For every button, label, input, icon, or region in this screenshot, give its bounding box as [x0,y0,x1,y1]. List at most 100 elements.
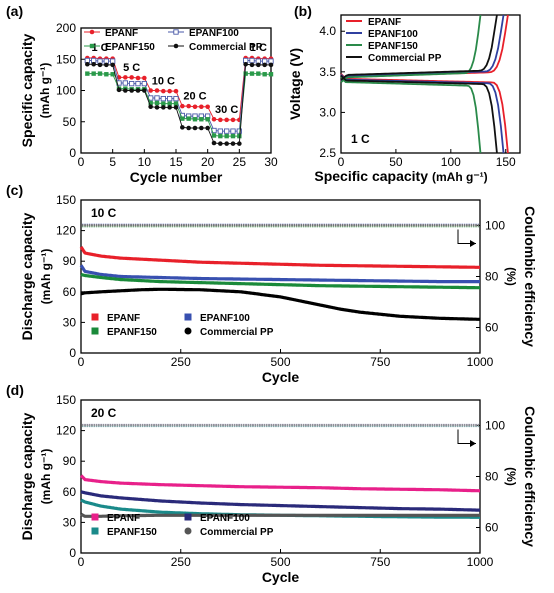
panel-a-point [167,95,173,102]
panel-a-legend-label: EPANF100 [189,28,239,39]
panel-a-point [173,95,179,102]
panel-c-ylabel-unit: (mAh g⁻¹) [39,249,53,305]
panel-label-b: (b) [294,3,312,19]
panel-b-xtick-label: 50 [389,155,403,169]
panel-c-ytick-label: 0 [69,346,76,360]
panel-a-point [161,88,166,94]
panel-d-legend-label: EPANF150 [107,527,157,538]
panel-a-ytick-label: 100 [56,84,76,98]
panel-a-point [97,62,103,68]
panel-a-point [249,57,255,64]
panel-a-point [268,62,274,68]
panel-a-point [167,101,172,106]
panel-a-point [116,87,122,93]
panel-d-legend-marker [91,527,99,535]
panel-c-capacity-series-0 [79,246,481,269]
panel-a-point [129,88,134,93]
panel-a-rate-label: 30 C [215,104,238,116]
panel-a-legend-marker [89,43,95,49]
panel-d-ylabel: Discharge capacity [19,412,35,540]
panel-a-point [192,117,198,122]
panel-c-y2tick-label: 60 [485,321,499,335]
panel-d-axis-arrow [457,429,476,444]
panel-d-y2label: Coulombic efficiency [522,406,538,547]
panel-d-ytick-label: 30 [63,515,77,529]
panel-a-point [123,75,128,80]
panel-a-point [205,117,210,122]
panel-a-point [148,100,153,106]
panel-d-xtick-label: 250 [171,555,191,569]
panel-d-legend-marker [184,527,192,535]
panel-d-axis-arrowhead [470,440,476,447]
panel-a-point [123,88,128,93]
panel-c-ytick-label: 30 [63,315,77,329]
panel-d-ylabel-unit: (mAh g⁻¹) [39,449,53,505]
panel-c-ylabel: Discharge capacity [19,212,35,340]
panel-a-point [192,125,198,131]
panel-d-ytick-label: 0 [69,546,76,560]
panel-a-point [256,71,261,76]
panel-a-point [85,71,90,76]
panel-a-point [148,104,153,110]
panel-d-legend-marker [91,513,99,521]
panel-a-point [186,103,191,109]
panel-a-point [262,72,267,77]
panel-d-capacity-series-0 [79,474,481,493]
panel-d-xtick-label: 500 [270,555,290,569]
panel-a-ytick-label: 0 [69,146,76,160]
panel-b-ylabel: Voltage (V) [287,48,303,120]
panel-a-point [211,116,217,122]
panel-b-discharge-curve-2 [340,76,482,154]
panel-a-point [161,101,166,106]
panel-label-d: (d) [6,382,24,398]
panel-c-axis-arrowhead [470,240,476,247]
panel-a-point [161,105,166,110]
panel-a-point [154,95,160,101]
panel-c-y2tick-label: 80 [485,270,499,284]
panel-a-point [110,62,115,68]
panel-a-point [135,75,141,81]
panel-a-point [91,61,96,67]
panel-a-point [224,133,229,139]
panel-d-xlabel: Cycle [262,569,300,585]
panel-c-xtick-label: 750 [370,355,390,369]
panel-a-point [230,128,236,134]
panel-a-rate-label: 10 C [152,75,175,87]
panel-b-discharge-curve-3 [340,74,498,154]
panel-c-capacity-series-3 [80,287,481,321]
panel-a-ytick-label: 200 [56,21,76,35]
panel-c-ytick-label: 150 [56,193,76,207]
panel-a-point [180,116,185,121]
panel-d-legend-label: Commercial PP [200,527,274,538]
panel-a-xlabel: Cycle number [130,169,223,185]
panel-a-point [173,101,179,106]
panel-a-xtick-label: 20 [201,155,215,169]
panel-a-point [142,88,147,93]
panel-a-point [199,125,204,131]
panel-a-point [237,133,242,139]
panel-b-xlabel-unit: (mAh g⁻¹) [432,170,488,184]
panel-a-legend-label: Commercial PP [189,42,263,53]
panel-b-legend-label: EPANF150 [368,41,418,52]
panel-a-point [230,117,236,123]
panel-a-xtick-label: 30 [264,155,278,169]
panel-a-point [249,71,255,76]
panel-d-capacity-series-1 [80,490,481,512]
panel-a-point [256,62,261,68]
panel-c-legend-label: EPANF150 [107,327,157,338]
panel-a-series-line-0 [87,57,271,121]
panel-a-point [224,141,229,146]
panel-b-xlabel: Specific capacity [314,168,428,184]
panel-a-point [186,125,191,131]
panel-c-y2label-unit: (%) [504,267,518,286]
panel-a-point [129,75,134,80]
panel-b-charge-curve-3 [340,14,498,81]
panel-a-xtick-label: 10 [138,155,152,169]
panel-a-legend-marker [173,29,179,35]
panel-a-point [160,95,166,102]
panel-b-ytick-label: 3.5 [319,65,336,79]
panel-a-point [262,62,267,68]
panel-a-point [104,62,109,68]
panel-b-charge-curve-2 [340,14,482,84]
panel-a-point [104,72,109,77]
